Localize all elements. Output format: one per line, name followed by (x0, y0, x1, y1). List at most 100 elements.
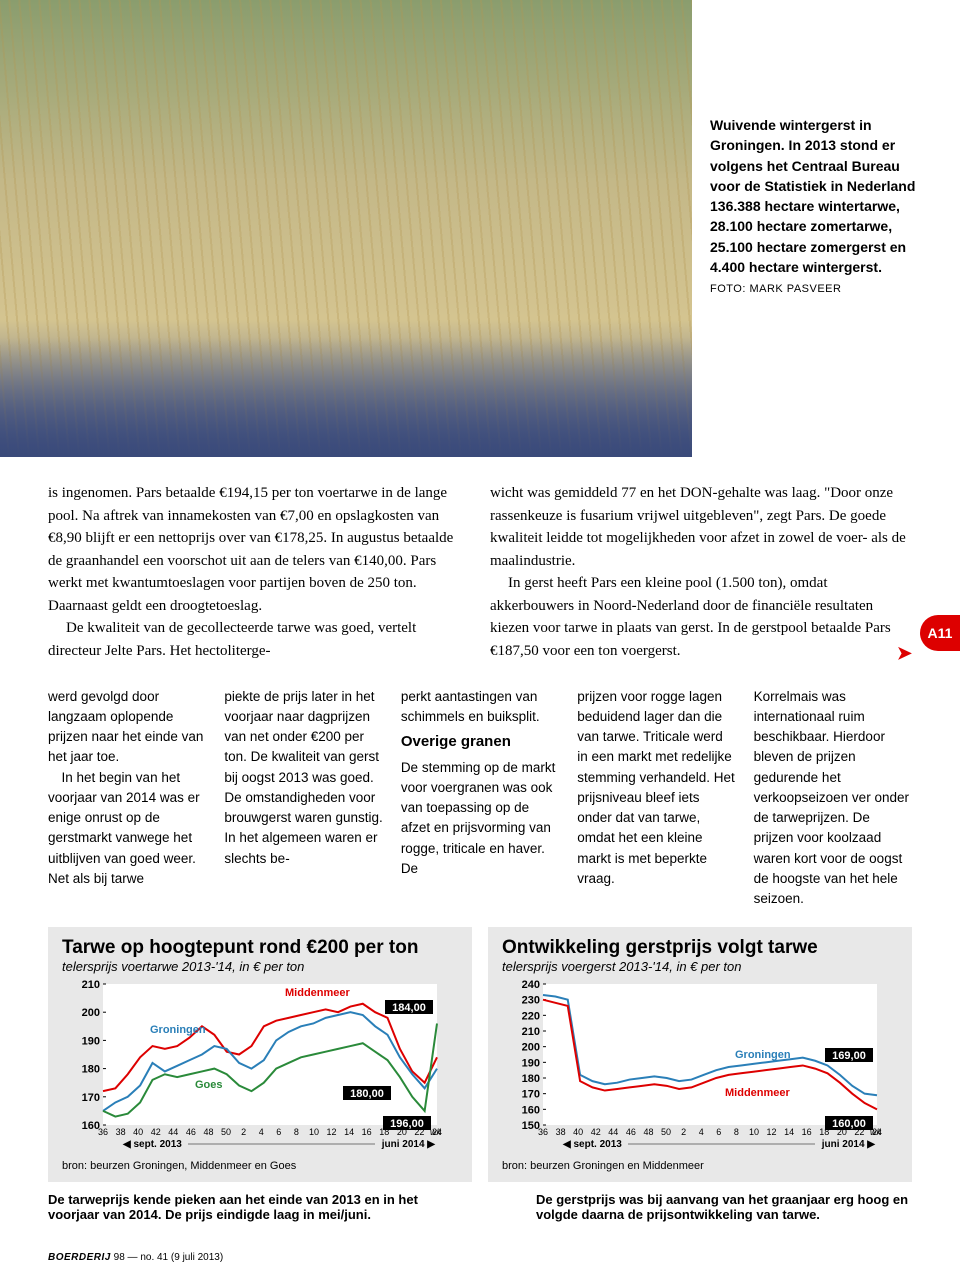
svg-text:220: 220 (522, 1011, 540, 1023)
svg-text:38: 38 (116, 1127, 126, 1137)
chart-source: bron: beurzen Groningen, Middenmeer en G… (62, 1160, 458, 1172)
svg-text:190: 190 (522, 1058, 540, 1070)
svg-text:240: 240 (522, 979, 540, 991)
svg-text:Middenmeer: Middenmeer (285, 987, 351, 999)
svg-text:210: 210 (82, 979, 100, 991)
svg-text:juni 2014 ▶: juni 2014 ▶ (821, 1139, 877, 1150)
chart-tarwe: Tarwe op hoogtepunt rond €200 per ton te… (48, 927, 472, 1182)
svg-text:160: 160 (522, 1105, 540, 1117)
chart-footnote: De gerstprijs was bij aanvang van het gr… (488, 1182, 960, 1222)
footer-brand: BOERDERIJ (48, 1252, 111, 1263)
body-para: wicht was gemiddeld 77 en het DON-gehalt… (490, 482, 912, 572)
svg-text:16: 16 (362, 1127, 372, 1137)
body-para: De kwaliteit van de gecollecteerde tarwe… (48, 617, 470, 662)
svg-text:196,00: 196,00 (390, 1118, 424, 1130)
body-para: In gerst heeft Pars een kleine pool (1.5… (490, 572, 912, 662)
chart-footnotes: De tarweprijs kende pieken aan het einde… (0, 1182, 960, 1222)
body-column-2: wicht was gemiddeld 77 en het DON-gehalt… (490, 482, 912, 667)
svg-text:Goes: Goes (195, 1079, 223, 1091)
svg-text:40: 40 (573, 1127, 583, 1137)
svg-text:46: 46 (186, 1127, 196, 1137)
photo-caption: Wuivende wintergerst in Groningen. In 20… (710, 115, 920, 298)
svg-text:juni 2014 ▶: juni 2014 ▶ (381, 1139, 437, 1150)
svg-text:210: 210 (522, 1026, 540, 1038)
svg-text:170: 170 (82, 1092, 100, 1104)
chart-plot: 150160170180190200210220230240GroningenM… (502, 978, 898, 1153)
svg-text:36: 36 (98, 1127, 108, 1137)
svg-text:◀ sept. 2013: ◀ sept. 2013 (562, 1139, 622, 1150)
sub-para: prijzen voor rogge lagen beduidend lager… (577, 687, 735, 890)
svg-text:36: 36 (538, 1127, 548, 1137)
article-body: is ingenomen. Pars betaalde €194,15 per … (0, 457, 960, 667)
chart-title: Tarwe op hoogtepunt rond €200 per ton (62, 937, 458, 959)
sub-para: In het begin van het voorjaar van 2014 w… (48, 768, 206, 890)
svg-text:44: 44 (168, 1127, 178, 1137)
svg-text:44: 44 (608, 1127, 618, 1137)
svg-text:48: 48 (203, 1127, 213, 1137)
svg-text:48: 48 (643, 1127, 653, 1137)
footer-issue: 98 — no. 41 (9 juli 2013) (114, 1252, 224, 1263)
svg-text:230: 230 (522, 995, 540, 1007)
svg-text:160,00: 160,00 (832, 1118, 866, 1130)
sub-col: perkt aantastingen van schimmels en buik… (401, 687, 559, 910)
svg-text:14: 14 (784, 1127, 794, 1137)
sub-para: piekte de prijs later in het voorjaar na… (224, 687, 382, 869)
photo-credit: FOTO: MARK PASVEER (710, 283, 841, 295)
sub-col: Korrelmais was internationaal ruim besch… (754, 687, 912, 910)
sub-heading: Overige granen (401, 731, 559, 754)
sub-para: De stemming op de markt voor voergranen … (401, 758, 559, 880)
svg-text:42: 42 (151, 1127, 161, 1137)
page-footer: BOERDERIJ 98 — no. 41 (9 juli 2013) (0, 1222, 960, 1278)
sub-para: Korrelmais was internationaal ruim besch… (754, 687, 912, 910)
hero-section: Wuivende wintergerst in Groningen. In 20… (0, 0, 960, 457)
svg-text:wk: wk (430, 1127, 441, 1137)
svg-text:169,00: 169,00 (832, 1050, 866, 1062)
sub-col: prijzen voor rogge lagen beduidend lager… (577, 687, 735, 910)
chart-gerst: Ontwikkeling gerstprijs volgt tarwe tele… (488, 927, 912, 1182)
chart-title: Ontwikkeling gerstprijs volgt tarwe (502, 937, 898, 959)
chart-subtitle: telersprijs voergerst 2013-'14, in € per… (502, 959, 898, 974)
sub-col: piekte de prijs later in het voorjaar na… (224, 687, 382, 910)
svg-text:Groningen: Groningen (150, 1024, 206, 1036)
hero-photo (0, 0, 692, 457)
svg-text:180: 180 (522, 1073, 540, 1085)
sub-columns: werd gevolgd door langzaam oplopende pri… (0, 667, 960, 910)
svg-text:12: 12 (767, 1127, 777, 1137)
chart-source: bron: beurzen Groningen en Middenmeer (502, 1160, 898, 1172)
svg-text:200: 200 (522, 1042, 540, 1054)
chart-subtitle: telersprijs voertarwe 2013-'14, in € per… (62, 959, 458, 974)
svg-text:6: 6 (276, 1127, 281, 1137)
svg-text:◀ sept. 2013: ◀ sept. 2013 (122, 1139, 182, 1150)
svg-text:184,00: 184,00 (392, 1002, 426, 1014)
svg-text:10: 10 (309, 1127, 319, 1137)
charts-row: Tarwe op hoogtepunt rond €200 per ton te… (0, 909, 960, 1182)
page-tab: A11 (920, 615, 960, 651)
svg-text:16: 16 (802, 1127, 812, 1137)
svg-text:4: 4 (259, 1127, 264, 1137)
svg-text:200: 200 (82, 1007, 100, 1019)
svg-text:2: 2 (681, 1127, 686, 1137)
sub-para: perkt aantastingen van schimmels en buik… (401, 687, 559, 728)
caption-text: Wuivende wintergerst in Groningen. In 20… (710, 117, 915, 275)
svg-text:6: 6 (716, 1127, 721, 1137)
svg-text:170: 170 (522, 1089, 540, 1101)
svg-text:4: 4 (699, 1127, 704, 1137)
svg-text:12: 12 (327, 1127, 337, 1137)
svg-text:14: 14 (344, 1127, 354, 1137)
svg-text:8: 8 (294, 1127, 299, 1137)
svg-text:2: 2 (241, 1127, 246, 1137)
svg-text:50: 50 (221, 1127, 231, 1137)
svg-text:8: 8 (734, 1127, 739, 1137)
svg-text:42: 42 (591, 1127, 601, 1137)
svg-text:40: 40 (133, 1127, 143, 1137)
sub-para: werd gevolgd door langzaam oplopende pri… (48, 687, 206, 768)
svg-text:Middenmeer: Middenmeer (725, 1087, 791, 1099)
body-para: is ingenomen. Pars betaalde €194,15 per … (48, 482, 470, 617)
svg-text:50: 50 (661, 1127, 671, 1137)
svg-text:46: 46 (626, 1127, 636, 1137)
continue-arrow-icon: ➤ (879, 640, 912, 667)
svg-text:180,00: 180,00 (350, 1088, 384, 1100)
sub-col: werd gevolgd door langzaam oplopende pri… (48, 687, 206, 910)
chart-plot: 160170180190200210MiddenmeerGroningenGoe… (62, 978, 458, 1153)
svg-text:190: 190 (82, 1036, 100, 1048)
